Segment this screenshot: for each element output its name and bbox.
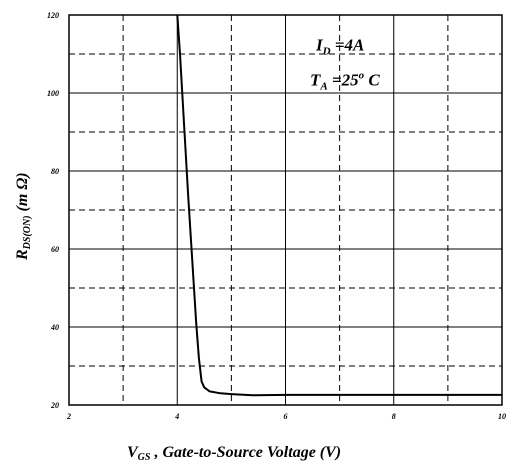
plot-frame (68, 14, 503, 406)
y-tick-label: 20 (50, 401, 59, 410)
y-axis-label-rest: (m Ω) (14, 172, 31, 215)
x-tick-label: 6 (284, 412, 288, 421)
y-tick-label: 120 (47, 11, 59, 20)
y-tick-label: 80 (51, 167, 59, 176)
x-tick-label: 10 (498, 412, 506, 421)
y-tick-label: 40 (50, 323, 59, 332)
rdson-curve (176, 14, 502, 397)
annotation-label: TA =25o C (310, 69, 380, 92)
x-tick-label: 4 (174, 412, 179, 421)
x-tick-label: 2 (66, 412, 71, 421)
x-axis-label-rest: , Gate-to-Source Voltage (V) (150, 444, 341, 461)
annotations: ID =4A TA =25o C (310, 35, 380, 92)
x-axis-label-main: V (127, 444, 139, 461)
y-axis-label-main: R (14, 249, 31, 261)
grid-lines (69, 15, 502, 405)
tick-labels: 2 4 6 8 10 20 40 60 80 100 120 (47, 11, 506, 421)
x-tick-label: 8 (392, 412, 396, 421)
annotation-label: ID =4A (315, 35, 364, 57)
curve-layer (176, 14, 502, 397)
y-axis-label-sub: DS(ON) (22, 215, 33, 250)
y-tick-label: 60 (51, 245, 59, 254)
x-axis-label-sub: GS (138, 452, 151, 461)
y-axis-label: RDS(ON) (m Ω) (14, 172, 33, 261)
x-axis-label: VGS , Gate-to-Source Voltage (V) (127, 444, 341, 461)
y-tick-label: 100 (47, 89, 59, 98)
